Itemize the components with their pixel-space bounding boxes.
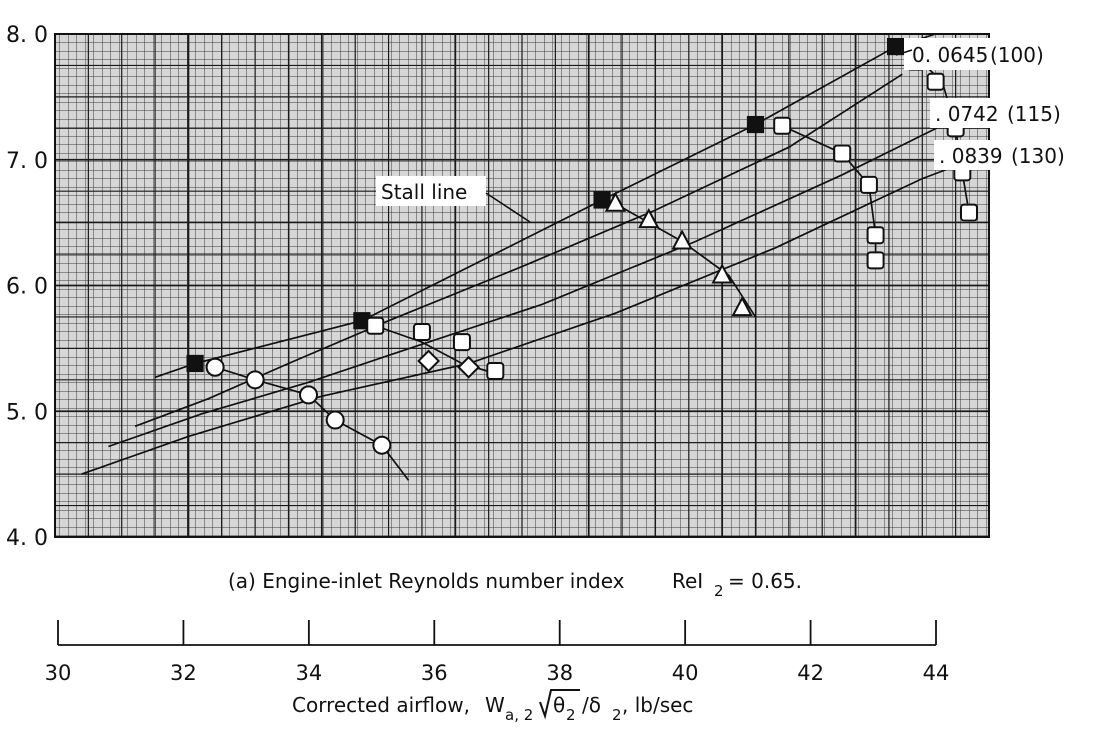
open-diamond-marker xyxy=(457,355,481,379)
open-triangle-marker xyxy=(638,207,660,229)
open-square-marker xyxy=(926,72,945,91)
filled-square-marker xyxy=(886,37,905,56)
filled-square-marker xyxy=(186,354,204,373)
stall-line-annotation: Stall line xyxy=(376,176,531,223)
open-square-marker xyxy=(959,203,978,222)
x-tick-label: 32 xyxy=(170,661,197,685)
operating-line-1 xyxy=(134,73,903,428)
speed-line-label-2-pct: (115) xyxy=(1007,102,1061,126)
open-circle-marker xyxy=(245,370,265,390)
xlabel-delta-sub: 2 xyxy=(612,706,622,724)
xlabel-lead: Corrected airflow, xyxy=(292,693,470,717)
x-tick-label: 30 xyxy=(45,661,72,685)
open-square-marker xyxy=(833,144,852,163)
speed-line-label-3-value: . 0839 xyxy=(939,144,1003,168)
open-square-marker xyxy=(866,226,885,245)
open-square-marker xyxy=(452,333,471,352)
x-tick-label: 44 xyxy=(923,661,950,685)
speed-line-labels: 0. 0645 (100) . 0742 (115) . 0839 (130) xyxy=(895,38,1065,170)
open-circle-marker xyxy=(325,410,345,430)
plot-frame xyxy=(54,33,990,538)
operating-line-2 xyxy=(108,121,950,448)
caption-lead: (a) Engine-inlet Reynolds number index xyxy=(228,569,625,593)
x-tick-label: 38 xyxy=(546,661,573,685)
xlabel-w-sub: a, 2 xyxy=(505,706,533,724)
open-square-marker xyxy=(366,316,385,335)
caption-value: = 0.65. xyxy=(728,569,802,593)
x-tick-label: 36 xyxy=(421,661,448,685)
y-tick-label: 6. 0 xyxy=(6,275,48,300)
caption-symbol: ReI xyxy=(672,569,703,593)
speed-line-label-3-pct: (130) xyxy=(1011,144,1065,168)
open-circle-marker xyxy=(205,357,225,377)
xlabel-theta-sub: 2 xyxy=(566,706,576,724)
open-triangle-marker xyxy=(671,229,693,250)
stall-line-label: Stall line xyxy=(381,180,467,204)
y-tick-label: 5. 0 xyxy=(6,400,48,425)
open-triangle-marker xyxy=(731,295,753,317)
speed-line-label-1-value: 0. 0645 xyxy=(912,43,988,67)
open-square-marker xyxy=(486,362,505,381)
open-circle-marker xyxy=(299,385,319,405)
data-markers xyxy=(186,37,978,455)
xlabel-sqrt-sign xyxy=(539,689,580,720)
chart-caption: (a) Engine-inlet Reynolds number index R… xyxy=(228,569,802,600)
open-circle-marker xyxy=(372,435,392,455)
x-tick-label: 34 xyxy=(295,661,322,685)
xlabel-theta: θ xyxy=(553,693,565,717)
y-tick-labels: 4. 0 5. 0 6. 0 7. 0 8. 0 xyxy=(6,23,48,551)
open-triangle-marker xyxy=(711,263,733,284)
xlabel-unit: , lb/sec xyxy=(622,693,693,717)
open-diamond-marker xyxy=(417,349,441,373)
x-axis-label: Corrected airflow, W a, 2 θ 2 /δ 2 , lb/… xyxy=(292,689,693,724)
y-tick-label: 4. 0 xyxy=(6,526,48,551)
open-square-marker xyxy=(866,251,885,270)
y-tick-label: 7. 0 xyxy=(6,149,48,174)
speed-line-label-1-pct: (100) xyxy=(990,43,1044,67)
filled-square-marker xyxy=(593,191,611,209)
y-tick-label: 8. 0 xyxy=(6,23,48,48)
open-triangle-marker xyxy=(604,191,627,212)
xlabel-slash-delta: /δ xyxy=(582,693,601,717)
operating-line-3 xyxy=(81,152,990,475)
speed-line-label-2-value: . 0742 xyxy=(935,102,999,126)
x-tick-label: 40 xyxy=(672,661,699,685)
open-square-marker xyxy=(412,323,431,342)
xlabel-w: W xyxy=(485,693,505,717)
open-square-marker xyxy=(859,175,878,194)
x-tick-label: 42 xyxy=(797,661,824,685)
open-square-marker xyxy=(773,116,792,135)
caption-subscript: 2 xyxy=(714,582,724,600)
major-gridlines xyxy=(54,33,990,538)
x-axis: 30 32 34 36 38 40 42 44 xyxy=(45,620,950,685)
filled-square-marker xyxy=(746,115,765,134)
